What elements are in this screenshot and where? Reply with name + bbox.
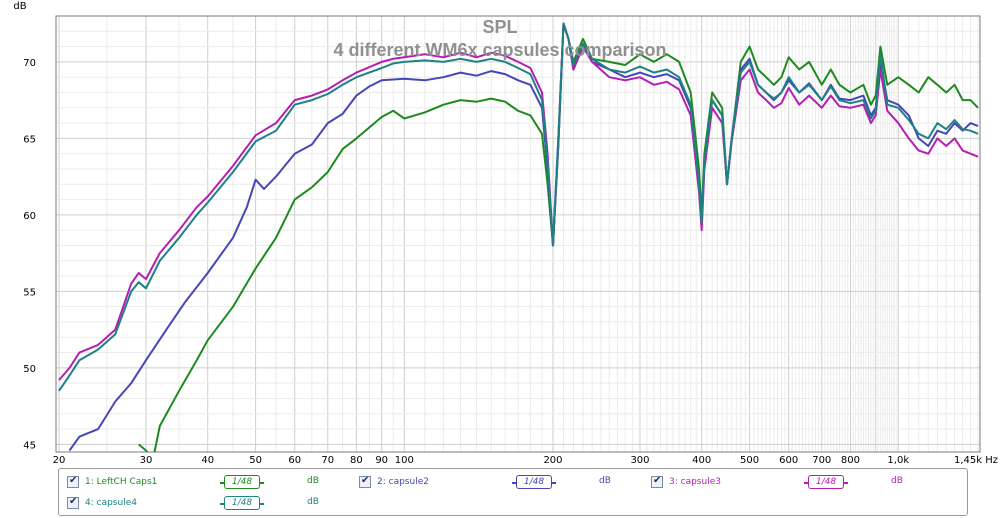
smoothing-button[interactable]: 1/48	[804, 475, 848, 489]
x-tick-label: 70	[321, 455, 334, 466]
tick-labels: 45 50 55 60 65 70 20 30 40 50 60 70 80 90 100 200 300 400…	[23, 58, 998, 466]
x-tick-label: 1,0k	[887, 455, 909, 466]
smoothing-button[interactable]: 1/48	[512, 475, 556, 489]
series-line-2	[68, 22, 979, 452]
legend-checkbox[interactable]	[67, 496, 79, 509]
y-tick-label: 65	[23, 134, 36, 145]
series-layer	[58, 22, 979, 452]
legend-item-3: 3: capsule3	[651, 473, 721, 491]
legend-label: 2: capsule2	[377, 477, 429, 487]
y-tick-label: 45	[23, 440, 36, 451]
x-tick-label: 80	[350, 455, 363, 466]
series-line-1	[138, 22, 979, 452]
x-tick-label: 300	[630, 455, 649, 466]
x-tick-label: 700	[812, 455, 831, 466]
x-tick-label: 1,45k Hz	[954, 455, 998, 466]
x-tick-label: 600	[779, 455, 798, 466]
legend-unit: dB	[307, 497, 319, 507]
y-tick-label: 55	[23, 287, 36, 298]
legend-item-2: 2: capsule2	[359, 473, 429, 491]
legend-label: 1: LeftCH Caps1	[85, 477, 158, 487]
x-tick-label: 60	[288, 455, 301, 466]
legend-unit: dB	[891, 476, 903, 486]
legend-item-1: 1: LeftCH Caps1	[67, 473, 157, 491]
legend-checkbox[interactable]	[359, 475, 371, 488]
x-tick-label: 800	[841, 455, 860, 466]
x-tick-label: 90	[375, 455, 388, 466]
chart-title: SPL	[482, 17, 517, 37]
smoothing-button[interactable]: 1/48	[220, 475, 264, 489]
legend-label: 4: capsule4	[85, 498, 137, 508]
series-line-4	[58, 22, 979, 392]
x-tick-label: 40	[201, 455, 214, 466]
x-tick-label: 20	[53, 455, 66, 466]
legend-label: 3: capsule3	[669, 477, 721, 487]
legend-unit: dB	[599, 476, 611, 486]
legend-item-4: 4: capsule4	[67, 494, 137, 512]
x-tick-label: 400	[692, 455, 711, 466]
legend-checkbox[interactable]	[651, 475, 663, 488]
series-line-3	[58, 22, 979, 381]
x-tick-label: 30	[140, 455, 153, 466]
y-tick-label: 60	[23, 211, 36, 222]
legend-panel: 1: LeftCH Caps1 1/48 dB 2: capsule2 1/48 dB 3:…	[58, 468, 968, 516]
x-tick-label: 50	[249, 455, 262, 466]
x-tick-label: 100	[395, 455, 414, 466]
chart-grid	[56, 16, 980, 452]
legend-unit: dB	[307, 476, 319, 486]
x-tick-label: 200	[543, 455, 562, 466]
x-tick-label: 500	[740, 455, 759, 466]
plot-frame	[55, 15, 981, 453]
chart-subtitle: 4 different WM6x capsules comparison	[333, 40, 666, 60]
y-tick-label: 70	[23, 58, 36, 69]
spl-chart: 45 50 55 60 65 70 20 30 40 50 60 70 80 90 100 200 300 400…	[13, 1, 998, 466]
y-axis-label: dB	[13, 1, 26, 12]
legend-checkbox[interactable]	[67, 475, 79, 488]
smoothing-button[interactable]: 1/48	[220, 496, 264, 510]
y-tick-label: 50	[23, 364, 36, 375]
